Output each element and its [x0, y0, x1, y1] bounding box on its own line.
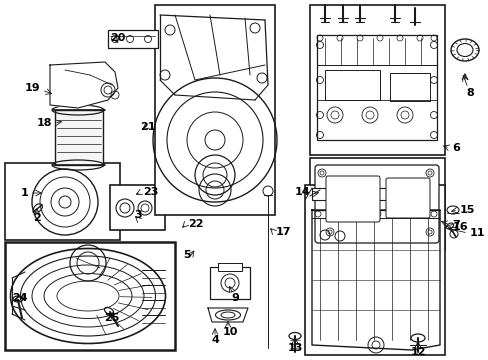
Text: 21: 21: [140, 122, 156, 132]
Bar: [5, 163, 120, 240]
Text: 9: 9: [231, 293, 239, 303]
Text: 12: 12: [409, 347, 425, 357]
Polygon shape: [50, 62, 118, 108]
Text: 4: 4: [211, 335, 219, 345]
Text: 8: 8: [465, 88, 473, 98]
Bar: [309, 5, 444, 155]
Text: 15: 15: [459, 205, 474, 215]
Text: 23: 23: [142, 187, 158, 197]
Bar: [55, 110, 103, 165]
Bar: [311, 188, 391, 200]
Polygon shape: [311, 210, 439, 350]
FancyBboxPatch shape: [325, 176, 379, 222]
Text: 20: 20: [110, 33, 125, 43]
Bar: [309, 158, 444, 250]
Bar: [389, 73, 429, 101]
Text: 11: 11: [469, 228, 485, 238]
FancyBboxPatch shape: [314, 165, 438, 243]
Bar: [325, 70, 379, 100]
Text: 1: 1: [20, 188, 28, 198]
Text: 19: 19: [24, 83, 40, 93]
Bar: [305, 185, 444, 355]
Text: 7: 7: [451, 220, 459, 230]
Bar: [155, 5, 274, 215]
FancyBboxPatch shape: [385, 178, 429, 218]
Text: 18: 18: [37, 118, 52, 128]
Text: 16: 16: [452, 222, 468, 232]
Text: 2: 2: [33, 213, 41, 223]
Bar: [5, 242, 175, 350]
Text: 22: 22: [187, 219, 203, 229]
Text: 6: 6: [451, 143, 459, 153]
Bar: [108, 30, 158, 48]
Polygon shape: [207, 308, 247, 322]
Bar: [110, 185, 164, 230]
Bar: [209, 267, 249, 299]
Text: 13: 13: [287, 343, 302, 353]
Text: 24: 24: [12, 293, 28, 303]
Text: 3: 3: [134, 210, 142, 220]
Text: 10: 10: [222, 327, 237, 337]
Text: 25: 25: [104, 313, 120, 323]
Text: 14: 14: [294, 187, 309, 197]
Bar: [316, 35, 436, 140]
Bar: [218, 263, 242, 271]
Text: 17: 17: [275, 227, 291, 237]
Text: 5: 5: [183, 250, 190, 260]
